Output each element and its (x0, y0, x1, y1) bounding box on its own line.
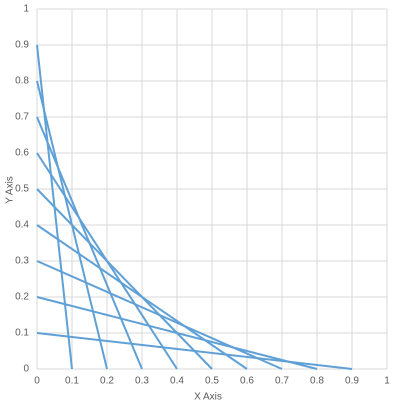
series-line (36, 188, 213, 370)
x-tick-label: 0 (34, 376, 40, 387)
x-tick-label: 0.8 (310, 376, 324, 387)
x-tick-label: 0.6 (240, 376, 254, 387)
x-tick-label: 0.3 (135, 376, 149, 387)
x-tick-label: 0.5 (205, 376, 219, 387)
x-tick-label: 0.2 (100, 376, 114, 387)
y-tick-label: 0.3 (15, 256, 29, 267)
series-line (36, 116, 143, 370)
y-tick-label: 0.5 (15, 184, 29, 195)
y-tick-label: 0 (23, 364, 29, 375)
y-tick-label: 0.6 (15, 148, 29, 159)
y-tick-label: 0.1 (15, 328, 29, 339)
x-tick-label: 0.4 (170, 376, 184, 387)
series-line (36, 80, 108, 370)
y-tick-label: 0.9 (15, 40, 29, 51)
x-tick-label: 0.1 (65, 376, 79, 387)
y-tick-label: 0.2 (15, 292, 29, 303)
series-line (36, 44, 73, 370)
y-tick-label: 1 (23, 4, 29, 15)
y-axis-title: Y Axis (5, 176, 16, 204)
x-axis-title: X Axis (194, 392, 222, 403)
x-tick-label: 0.7 (275, 376, 289, 387)
x-tick-label: 1 (384, 376, 390, 387)
y-tick-label: 0.4 (15, 220, 29, 231)
y-tick-label: 0.7 (15, 112, 29, 123)
x-tick-label: 0.9 (345, 376, 359, 387)
series-line (36, 152, 178, 370)
y-tick-label: 0.8 (15, 76, 29, 87)
